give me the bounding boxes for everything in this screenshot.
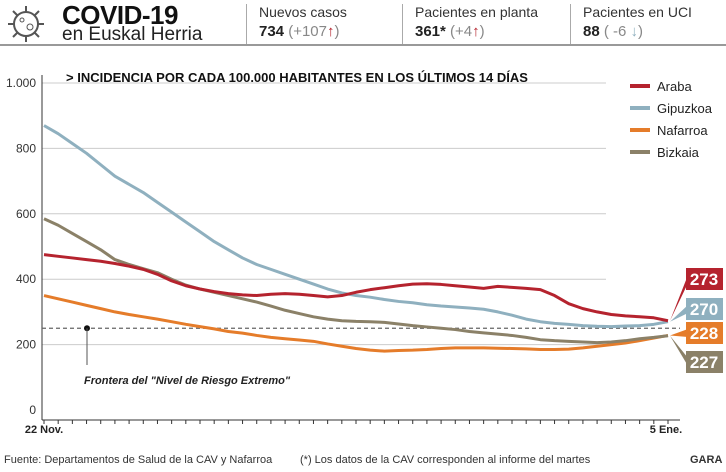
arrow-up-icon: ↑ [327, 23, 335, 40]
y-tick-label: 1.000 [6, 76, 36, 90]
end-label-box-araba [686, 268, 723, 290]
footnote: (*) Los datos de la CAV corresponden al … [300, 454, 591, 466]
x-tick-label: 5 Ene. [650, 424, 682, 436]
stat-change: +4 [455, 23, 473, 40]
stat-pacientes-uci: Pacientes en UCI 88 ( -6 ↓) [570, 4, 692, 44]
series-line-araba [43, 253, 669, 323]
end-label-nafarroa: 228 [690, 324, 718, 343]
stat-change: +107 [293, 23, 327, 40]
x-tick-label: 22 Nov. [25, 424, 63, 436]
stat-label: Pacientes en planta [415, 4, 538, 20]
stat-value: 88 [583, 23, 600, 40]
chart-title: > INCIDENCIA POR CADA 100.000 HABITANTES… [66, 70, 528, 85]
stat-value: 734 [259, 23, 285, 40]
end-label-pointer [670, 305, 688, 322]
threshold-label: Frontera del "Nivel de Riesgo Extremo" [84, 375, 291, 387]
arrow-up-icon: ↑ [472, 23, 480, 40]
end-label-box-gipuzkoa [686, 298, 723, 320]
end-label-bizkaia: 227 [690, 353, 718, 372]
stat-value: 361* [415, 23, 446, 40]
stat-pacientes-planta: Pacientes en planta 361* (+4↑) [402, 4, 538, 44]
stat-label: Pacientes en UCI [583, 4, 692, 20]
y-tick-label: 200 [16, 338, 36, 352]
series-line-nafarroa [43, 294, 669, 353]
legend-label-bizkaia: Bizkaia [657, 145, 700, 160]
end-label-pointer [670, 275, 688, 321]
brand-logo: GARA [690, 454, 723, 466]
source-note: Fuente: Departamentos de Salud de la CAV… [4, 454, 273, 466]
end-label-pointer [670, 329, 688, 337]
arrow-down-icon: ↓ [630, 23, 639, 40]
y-tick-label: 400 [16, 272, 36, 286]
end-label-pointer [670, 335, 688, 366]
series-line-gipuzkoa [43, 124, 669, 329]
page-title: COVID-19 [62, 0, 178, 30]
stat-change: -6 [613, 23, 627, 40]
end-label-box-nafarroa [686, 322, 723, 344]
y-tick-label: 600 [16, 207, 36, 221]
legend-label-gipuzkoa: Gipuzkoa [657, 101, 713, 116]
end-label-araba: 273 [690, 270, 718, 289]
header: COVID-19 en Euskal Herria Nuevos casos 7… [0, 0, 726, 46]
legend-label-araba: Araba [657, 79, 692, 94]
y-tick-label: 0 [29, 403, 36, 417]
y-tick-label: 800 [16, 141, 36, 155]
page-subtitle: en Euskal Herria [62, 24, 203, 45]
stat-nuevos-casos: Nuevos casos 734 (+107↑) [246, 4, 347, 44]
end-label-box-bizkaia [686, 351, 723, 373]
legend-label-nafarroa: Nafarroa [657, 123, 708, 138]
stat-label: Nuevos casos [259, 4, 347, 20]
virus-icon [8, 6, 44, 42]
end-label-gipuzkoa: 270 [690, 300, 718, 319]
